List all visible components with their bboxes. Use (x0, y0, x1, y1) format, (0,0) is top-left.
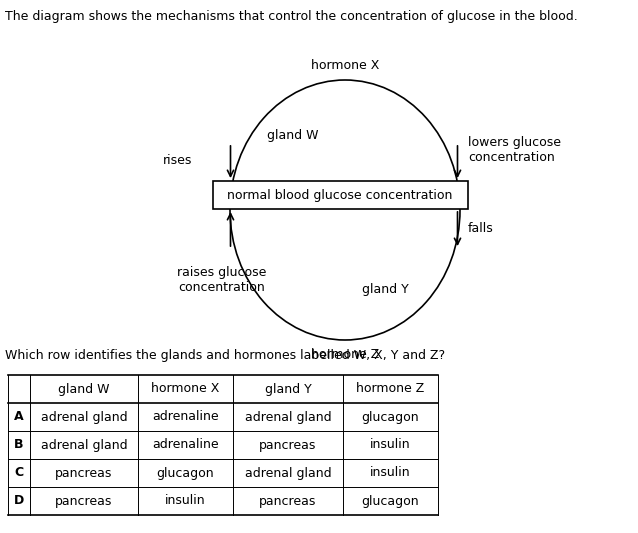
Text: adrenal gland: adrenal gland (41, 410, 128, 424)
Text: pancreas: pancreas (259, 495, 316, 507)
Text: hormone Z: hormone Z (311, 348, 379, 361)
Text: B: B (14, 439, 24, 451)
Text: pancreas: pancreas (56, 466, 113, 480)
Text: falls: falls (468, 222, 494, 236)
Bar (212, 181, 468, 209)
Text: gland Y: gland Y (265, 383, 311, 395)
Text: pancreas: pancreas (56, 495, 113, 507)
Text: C: C (15, 466, 24, 480)
Text: D: D (14, 495, 24, 507)
Text: adrenal gland: adrenal gland (41, 439, 128, 451)
Text: glucagon: glucagon (157, 466, 214, 480)
Text: hormone X: hormone X (151, 383, 219, 395)
Text: adrenal gland: adrenal gland (245, 466, 331, 480)
Text: normal blood glucose concentration: normal blood glucose concentration (227, 189, 453, 201)
Text: glucagon: glucagon (362, 495, 419, 507)
Text: lowers glucose
concentration: lowers glucose concentration (468, 136, 561, 164)
Text: hormone X: hormone X (311, 59, 379, 72)
Text: The diagram shows the mechanisms that control the concentration of glucose in th: The diagram shows the mechanisms that co… (5, 10, 578, 23)
Text: adrenal gland: adrenal gland (245, 410, 331, 424)
Text: Which row identifies the glands and hormones labelled W, X, Y and Z?: Which row identifies the glands and horm… (5, 349, 445, 362)
Text: insulin: insulin (370, 439, 411, 451)
Text: gland W: gland W (58, 383, 110, 395)
Text: gland Y: gland Y (362, 284, 408, 296)
Text: adrenaline: adrenaline (152, 439, 219, 451)
Text: insulin: insulin (165, 495, 206, 507)
Text: rises: rises (163, 155, 193, 167)
Text: insulin: insulin (370, 466, 411, 480)
Text: adrenaline: adrenaline (152, 410, 219, 424)
Text: hormone Z: hormone Z (357, 383, 425, 395)
Ellipse shape (230, 80, 460, 340)
Text: gland W: gland W (267, 128, 319, 141)
Text: raises glucose
concentration: raises glucose concentration (177, 266, 267, 294)
Text: pancreas: pancreas (259, 439, 316, 451)
Text: glucagon: glucagon (362, 410, 419, 424)
Text: A: A (14, 410, 24, 424)
